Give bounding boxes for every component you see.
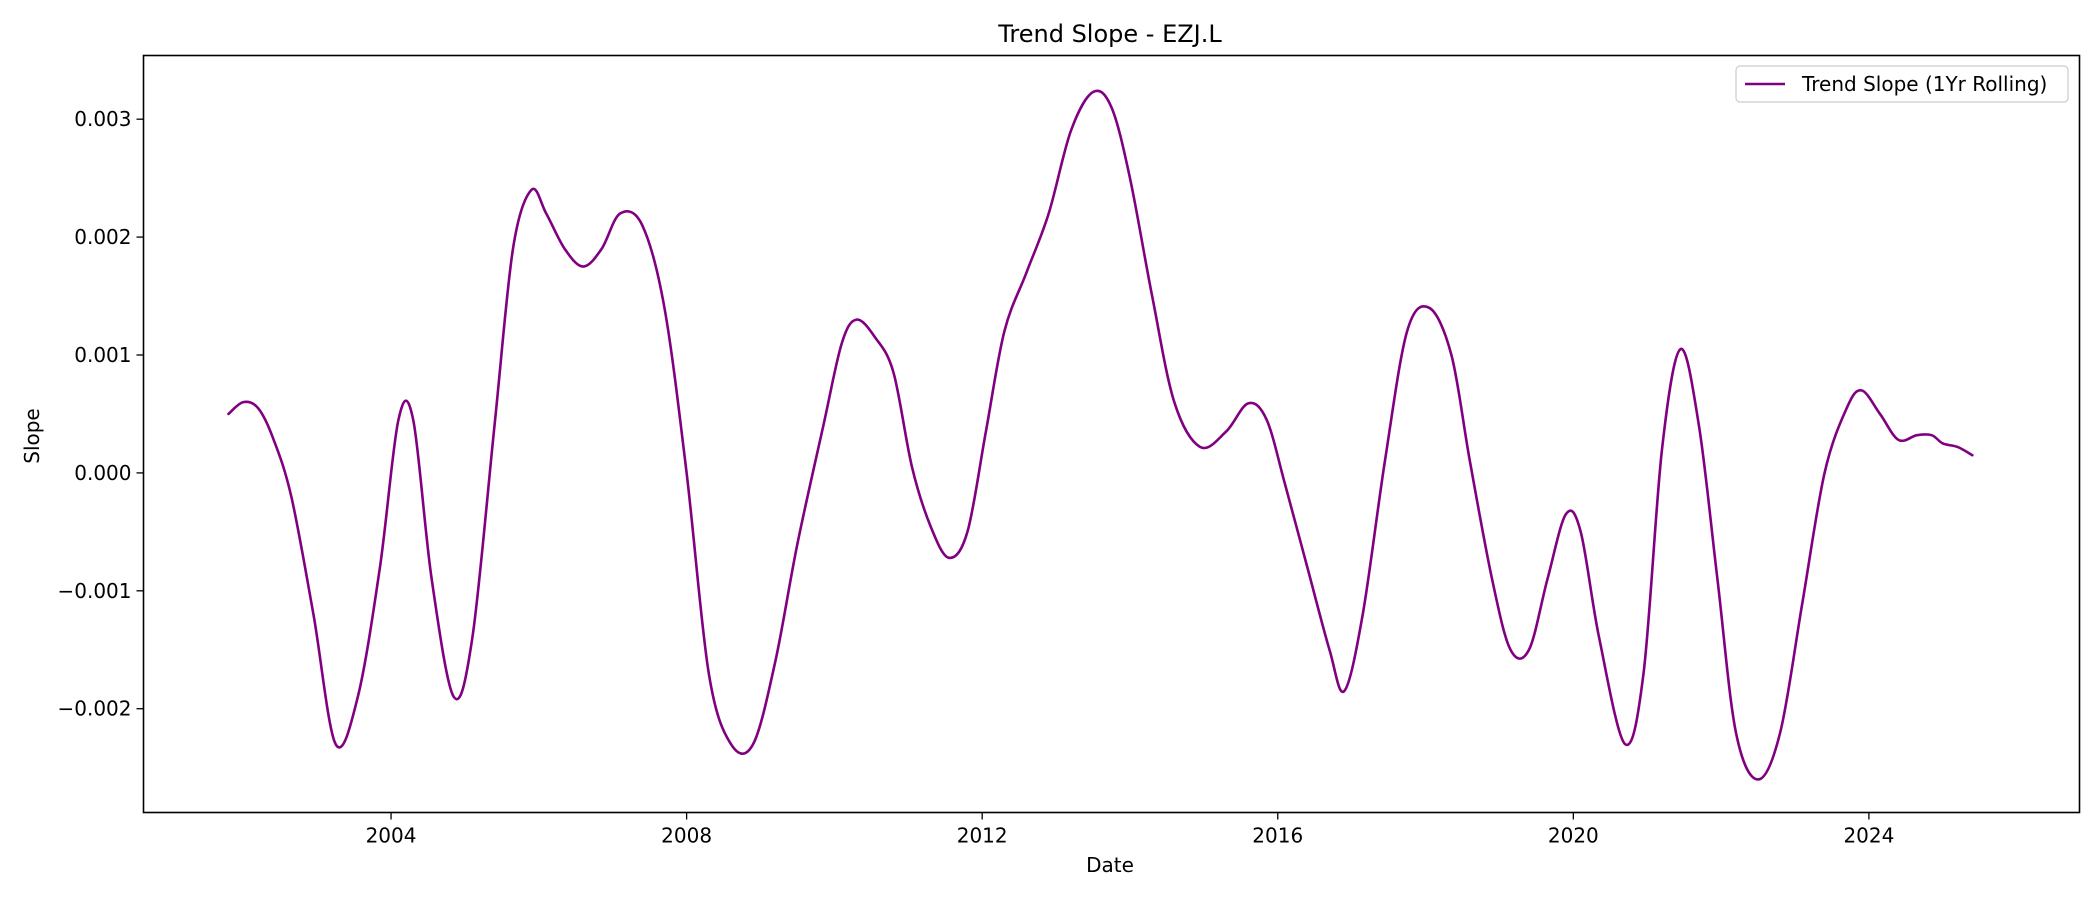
x-tick-label: 2024 <box>1843 824 1894 848</box>
y-tick-label: −0.001 <box>57 579 131 603</box>
legend-box <box>1735 65 2069 103</box>
legend-label: Trend Slope (1Yr Rolling) <box>1801 72 2047 96</box>
x-axis: 2004 2008 2012 2016 2020 2024 <box>366 812 1894 848</box>
y-axis: −0.002 −0.001 0.000 0.001 0.002 0.003 <box>57 107 144 721</box>
x-tick-label: 2004 <box>366 824 417 848</box>
x-tick-label: 2012 <box>957 824 1008 848</box>
series-line-trend-slope <box>227 89 1974 781</box>
x-tick-label: 2008 <box>661 824 712 848</box>
y-tick-label: 0.003 <box>74 107 131 131</box>
chart-title: Trend Slope - EZJ.L <box>997 20 1222 48</box>
y-tick-label: 0.001 <box>74 343 131 367</box>
x-tick-label: 2016 <box>1252 824 1303 848</box>
plot-frame <box>142 54 2081 814</box>
legend: Trend Slope (1Yr Rolling) <box>1735 65 2069 103</box>
x-axis-label: Date <box>1086 853 1134 877</box>
x-tick-label: 2020 <box>1548 824 1599 848</box>
y-tick-label: 0.002 <box>74 225 131 249</box>
y-tick-label: −0.002 <box>57 697 131 721</box>
y-tick-label: 0.000 <box>74 461 131 485</box>
y-axis-label: Slope <box>20 408 44 464</box>
